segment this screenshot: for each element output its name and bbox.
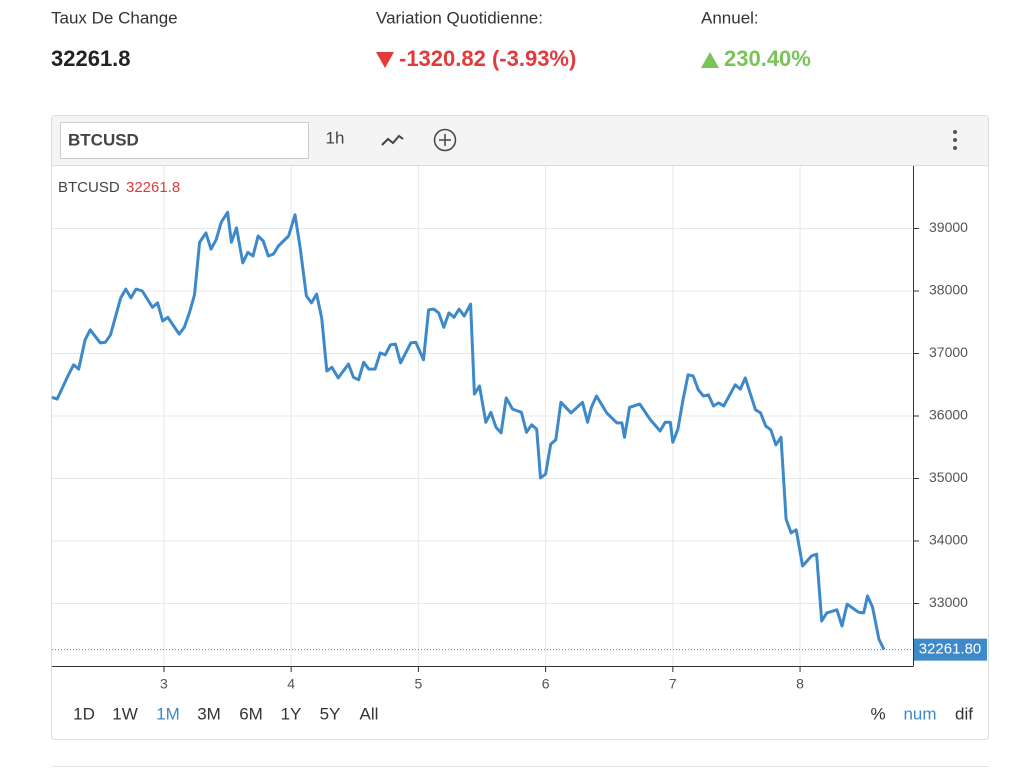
- scale-button[interactable]: num: [903, 704, 936, 723]
- stat-label: Taux De Change: [51, 8, 178, 27]
- x-tick-label: 5: [414, 676, 422, 692]
- y-tick-label: 36000: [929, 407, 968, 423]
- y-tick-label: 39000: [929, 219, 968, 235]
- range-button[interactable]: 1M: [156, 704, 180, 723]
- stat-value: 32261.8: [51, 46, 131, 71]
- y-tick-label: 33000: [929, 594, 968, 610]
- range-button[interactable]: 3M: [197, 704, 221, 723]
- y-tick-label: 34000: [929, 532, 968, 548]
- stat-label: Variation Quotidienne:: [376, 8, 543, 27]
- x-tick-label: 6: [542, 676, 550, 692]
- scale-button[interactable]: %: [870, 704, 885, 723]
- x-tick-label: 3: [160, 676, 168, 692]
- last-price-label: 32261.80: [919, 641, 982, 658]
- up-arrow: [701, 52, 719, 68]
- scale-button[interactable]: dif: [955, 704, 973, 723]
- range-button[interactable]: 5Y: [320, 704, 341, 723]
- stat-label: Annuel:: [701, 8, 759, 27]
- plot: [51, 166, 919, 672]
- range-button[interactable]: All: [360, 704, 379, 723]
- y-tick-label: 37000: [929, 344, 968, 360]
- chart-panel: [51, 115, 989, 740]
- stat-value: 230.40%: [724, 46, 811, 71]
- range-button[interactable]: 1W: [112, 704, 138, 723]
- range-button[interactable]: 6M: [239, 704, 263, 723]
- menu-button[interactable]: [953, 130, 957, 150]
- x-tick-label: 4: [287, 676, 295, 692]
- y-tick-label: 35000: [929, 469, 968, 485]
- range-button[interactable]: 1D: [73, 704, 95, 723]
- legend-price: 32261.8: [126, 179, 180, 196]
- chart-type-button[interactable]: [381, 134, 404, 146]
- add-indicator-button[interactable]: [433, 128, 457, 152]
- last-price-tag: [914, 638, 987, 661]
- legend-symbol: BTCUSD: [58, 179, 120, 196]
- interval-button[interactable]: 1h: [326, 128, 345, 147]
- stat-value: -1320.82 (-3.93%): [399, 46, 576, 71]
- symbol-text: BTCUSD: [68, 130, 139, 149]
- y-tick-label: 38000: [929, 282, 968, 298]
- price-line: [51, 210, 886, 651]
- range-button[interactable]: 1Y: [281, 704, 302, 723]
- x-tick-label: 7: [669, 676, 677, 692]
- x-tick-label: 8: [796, 676, 804, 692]
- down-arrow: [376, 52, 394, 68]
- symbol-input[interactable]: [60, 122, 309, 159]
